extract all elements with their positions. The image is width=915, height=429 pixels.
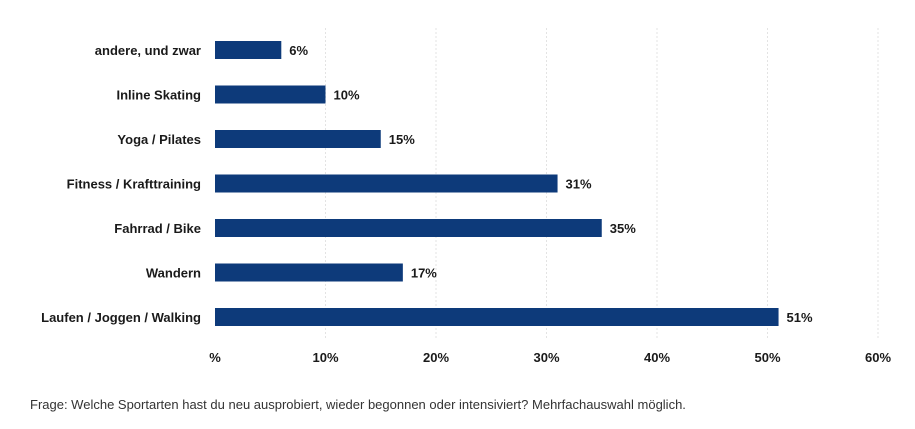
x-tick-label: 10% [312,350,338,365]
category-label: Fitness / Krafttraining [67,177,201,192]
value-label: 10% [334,88,360,103]
value-label: 31% [566,177,592,192]
bar-chart: % 10% 20% 30% 40% 50% 60% andere, und zwar 6% Inl… [41,28,891,365]
value-label: 51% [787,310,813,325]
bar [215,219,602,237]
value-label: 35% [610,221,636,236]
x-tick-label: 40% [644,350,670,365]
bar [215,174,558,193]
value-label: 15% [389,132,415,147]
bar [215,263,403,282]
x-tick-label: 50% [754,350,780,365]
labels: % 10% 20% 30% 40% 50% 60% andere, und zwar 6% Inl… [41,43,891,365]
category-label: Inline Skating [116,88,201,103]
bar [215,130,381,148]
footnote: Frage: Welche Sportarten hast du neu aus… [30,397,686,412]
category-label: Fahrrad / Bike [114,221,201,236]
x-tick-label: 20% [423,350,449,365]
category-label: Laufen / Joggen / Walking [41,310,201,325]
bars [215,41,779,326]
bar [215,41,282,59]
x-tick-label: 60% [865,350,891,365]
bar [215,85,326,104]
value-label: 6% [289,43,308,58]
category-label: Yoga / Pilates [117,132,201,147]
category-label: Wandern [146,266,201,281]
x-tick-label: % [209,350,221,365]
bar [215,308,779,326]
value-label: 17% [411,266,437,281]
x-tick-label: 30% [533,350,559,365]
category-label: andere, und zwar [95,43,201,58]
